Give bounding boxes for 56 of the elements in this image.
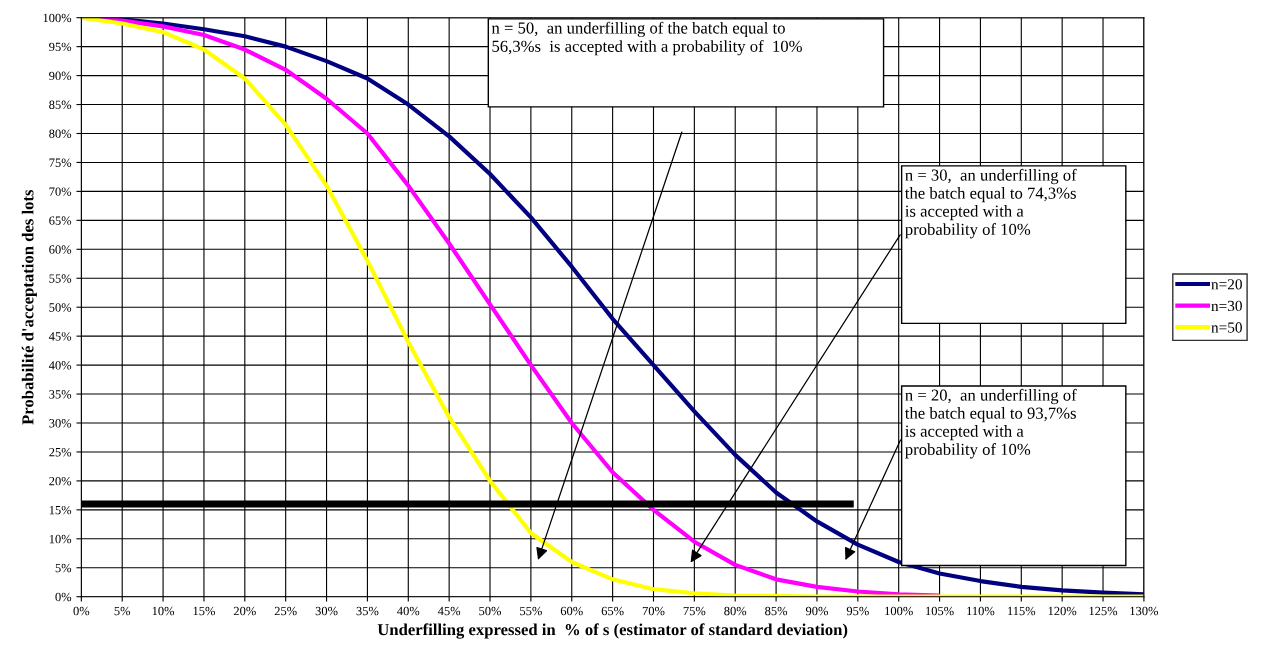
x-tick-label: 90% [805,606,828,616]
y-tick-label: 10% [49,534,72,544]
x-tick-label: 25% [274,606,297,616]
x-tick-label: 0% [73,606,90,616]
y-tick-label: 70% [49,187,72,196]
x-tick-label: 130% [1130,606,1159,616]
y-tick-label: 55% [49,274,72,283]
x-tick-label: 115% [1008,606,1036,616]
x-tick-label: 30% [315,606,338,616]
y-tick-label: 5% [55,563,72,573]
x-tick-label: 100% [885,606,913,616]
y-tick-label: 75% [49,158,72,167]
annotation: n = 20, an underfilling of the batch equal to 93,7%s is accepted with a probability of 10% [904,388,1077,459]
x-axis-title: Underfilling expressed in % of s (estimator of standard deviation) [377,623,848,639]
x-tick-label: 45% [437,606,461,616]
y-axis-title: Probabilité d'acceptation des lots [21,189,37,425]
y-tick-label: 45% [48,332,72,341]
y-tick-label: 60% [49,245,72,254]
y-tick-label: 100% [43,13,72,23]
y-tick-label: 40% [48,361,72,370]
y-tick-label: 90% [49,71,72,81]
y-tick-label: 20% [49,476,72,486]
x-tick-label: 55% [520,606,542,616]
x-tick-label: 70% [642,606,665,616]
x-tick-label: 35% [356,606,379,616]
legend-label: n=30 [1211,300,1242,312]
x-tick-label: 80% [724,606,747,616]
y-tick-label: 15% [49,505,72,515]
x-tick-label: 120% [1048,606,1077,616]
x-tick-label: 10% [152,606,175,616]
legend-label: n=20 [1211,279,1242,290]
x-tick-label: 60% [560,606,583,616]
x-tick-label: 85% [765,606,788,616]
x-tick-label: 105% [926,606,954,616]
x-tick-label: 110% [967,606,995,616]
x-tick-label: 5% [114,606,131,616]
x-tick-label: 95% [846,606,869,616]
y-tick-label: 50% [49,303,72,312]
annotation: n = 50, an underfilling of the batch equal to 56,3%s is accepted with a probability of 10% [491,21,802,56]
x-tick-label: 40% [397,606,420,616]
y-tick-label: 65% [49,216,72,225]
x-tick-label: 65% [601,606,624,616]
annotation: n = 30, an underfilling of the batch equal to 74,3%s is accepted with a probability of 10% [904,168,1077,239]
x-tick-label: 125% [1089,606,1118,616]
x-tick-label: 50% [479,606,502,616]
y-tick-label: 35% [49,390,72,399]
y-tick-label: 80% [49,129,72,138]
y-tick-label: 85% [49,100,72,110]
y-tick-label: 25% [49,447,72,457]
y-tick-label: 30% [49,419,72,428]
y-tick-label: 95% [49,42,72,52]
x-tick-label: 75% [683,606,706,616]
y-tick-label: 0% [55,592,72,602]
legend-label: n=50 [1211,322,1242,333]
x-tick-label: 15% [193,606,215,616]
x-tick-label: 20% [233,606,256,616]
